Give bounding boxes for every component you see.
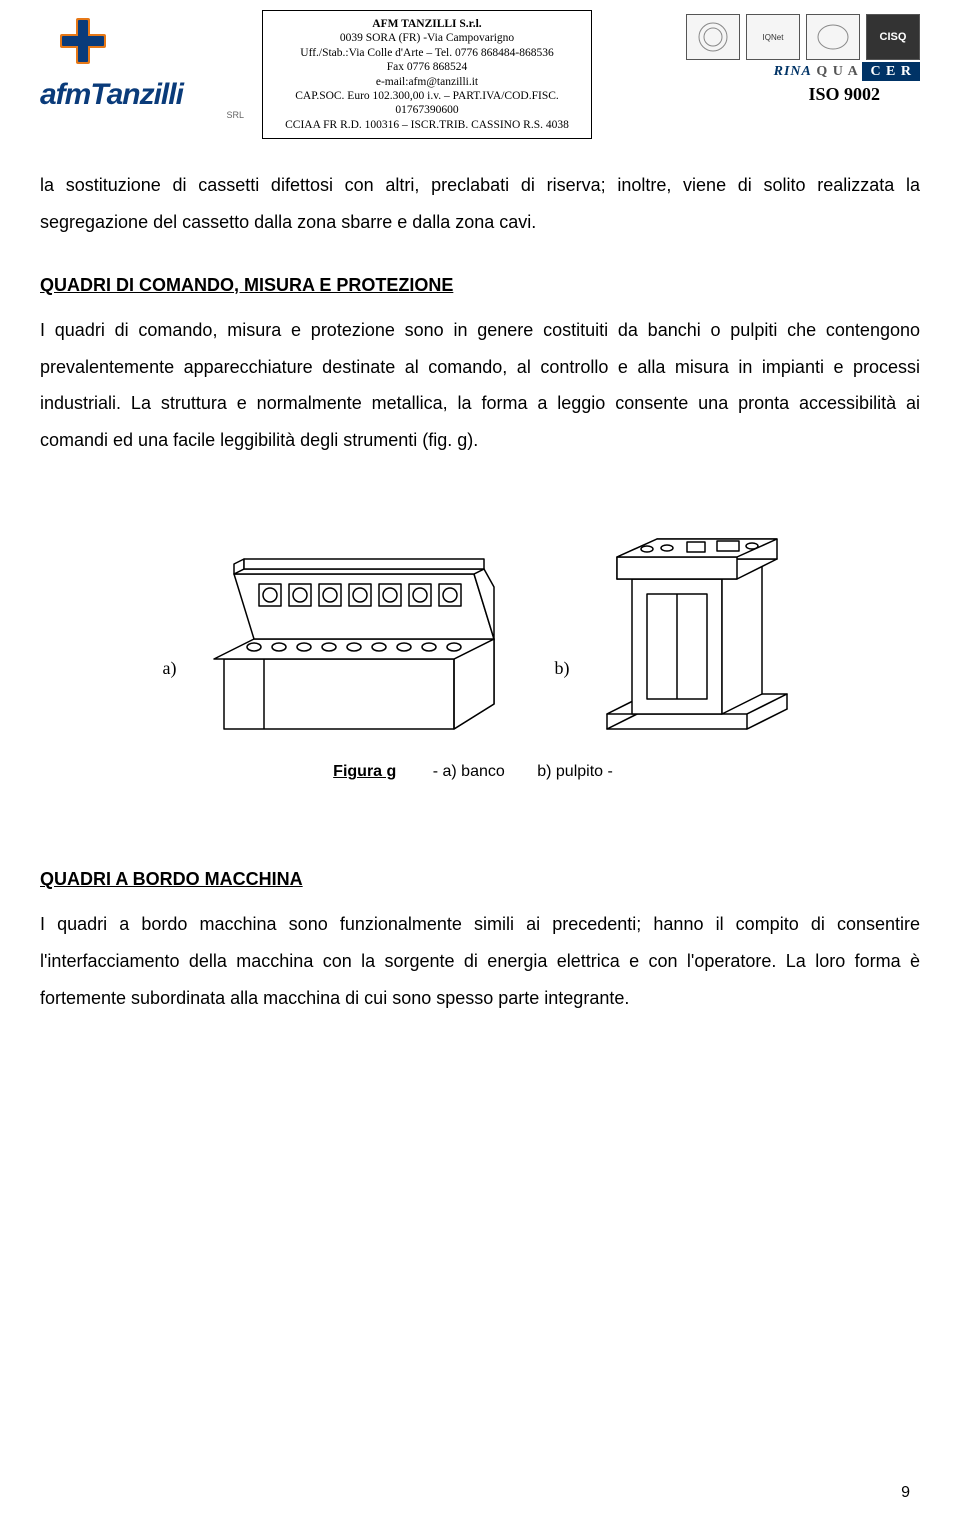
- figure-caption-a: - a) banco: [433, 763, 505, 780]
- certifications: IQNet CISQ RINA Q U A C E R ISO 9002: [604, 10, 920, 105]
- figure-label-a: a): [163, 658, 177, 739]
- section-body-comando: I quadri di comando, misura e protezione…: [40, 312, 920, 460]
- cert-seal-icon: [693, 19, 733, 55]
- cert-badges-row: IQNet CISQ: [686, 14, 920, 60]
- logo-srl: SRL: [40, 110, 250, 120]
- section-body-bordo: I quadri a bordo macchina sono funzional…: [40, 906, 920, 1017]
- iso-label: ISO 9002: [808, 84, 920, 105]
- company-address-2: Uff./Stab.:Via Colle d'Arte – Tel. 0776 …: [273, 46, 581, 60]
- cross-icon: [58, 16, 108, 66]
- company-fax: Fax 0776 868524: [273, 60, 581, 74]
- cert-badge-iqnet: IQNet: [746, 14, 800, 60]
- cert-badge-2: [806, 14, 860, 60]
- logo-afm: afm: [40, 78, 90, 111]
- page-header: afmTanzilli SRL AFM TANZILLI S.r.l. 0039…: [40, 10, 920, 139]
- section-title-bordo: QUADRI A BORDO MACCHINA: [40, 861, 920, 898]
- banco-diagram: [194, 529, 514, 739]
- figure-item-a: a): [163, 529, 515, 739]
- figure-caption-b: b) pulpito -: [537, 763, 613, 780]
- page-number: 9: [901, 1484, 910, 1502]
- figure-item-b: b): [554, 499, 797, 739]
- company-cap: CAP.SOC. Euro 102.300,00 i.v. – PART.IVA…: [273, 89, 581, 118]
- company-info-box: AFM TANZILLI S.r.l. 0039 SORA (FR) -Via …: [262, 10, 592, 139]
- cert-text-row: RINA Q U A C E R: [774, 64, 920, 80]
- company-cciaa: CCIAA FR R.D. 100316 – ISCR.TRIB. CASSIN…: [273, 118, 581, 132]
- cert-badge-cisq: CISQ: [866, 14, 920, 60]
- company-address-1: 0039 SORA (FR) -Via Campovarigno: [273, 31, 581, 45]
- figure-label-b: b): [554, 658, 569, 739]
- figure-g: a): [40, 499, 920, 739]
- cert-qua: Q U A: [816, 64, 858, 79]
- cert-laurel-icon: [813, 19, 853, 55]
- figure-caption: Figura g - a) banco b) pulpito -: [40, 763, 920, 781]
- logo-text: afmTanzilli: [40, 81, 250, 108]
- company-logo: afmTanzilli SRL: [40, 10, 250, 120]
- cert-cer: C E R: [862, 62, 920, 81]
- pulpito-diagram: [587, 499, 797, 739]
- cert-badge-1: [686, 14, 740, 60]
- section-title-comando: QUADRI DI COMANDO, MISURA E PROTEZIONE: [40, 267, 920, 304]
- cert-rina: RINA: [774, 64, 812, 79]
- paragraph-intro: la sostituzione di cassetti difettosi co…: [40, 167, 920, 241]
- company-name: AFM TANZILLI S.r.l.: [273, 17, 581, 31]
- company-email: e-mail:afm@tanzilli.it: [273, 75, 581, 89]
- figure-caption-label: Figura g: [333, 763, 396, 780]
- logo-tanzilli: Tanzilli: [90, 78, 183, 111]
